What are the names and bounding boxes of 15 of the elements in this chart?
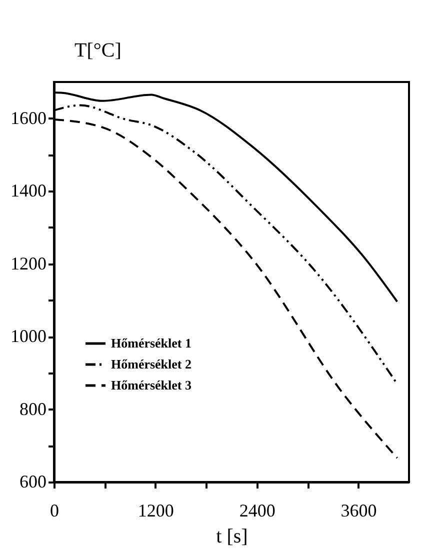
x-tick-label: 0 [50, 500, 59, 520]
legend-label: Hőmérséklet 2 [111, 356, 192, 372]
y-axis-title: T[°C] [74, 40, 122, 62]
x-tick-label: 2400 [239, 500, 276, 520]
y-tick-label: 1000 [10, 326, 46, 346]
x-tick-label: 3600 [340, 500, 377, 520]
legend-label: Hőmérséklet 3 [111, 378, 192, 392]
x-axis-title: t [s] [216, 526, 248, 548]
y-tick-label: 1400 [10, 180, 46, 201]
y-tick-label: 1600 [10, 108, 46, 128]
x-tick-label: 1200 [138, 500, 174, 520]
y-tick-label: 600 [20, 472, 46, 492]
y-tick-label: 1200 [10, 253, 46, 274]
y-tick-label: 800 [20, 398, 46, 419]
legend-label: Hőmérséklet 1 [111, 336, 192, 350]
